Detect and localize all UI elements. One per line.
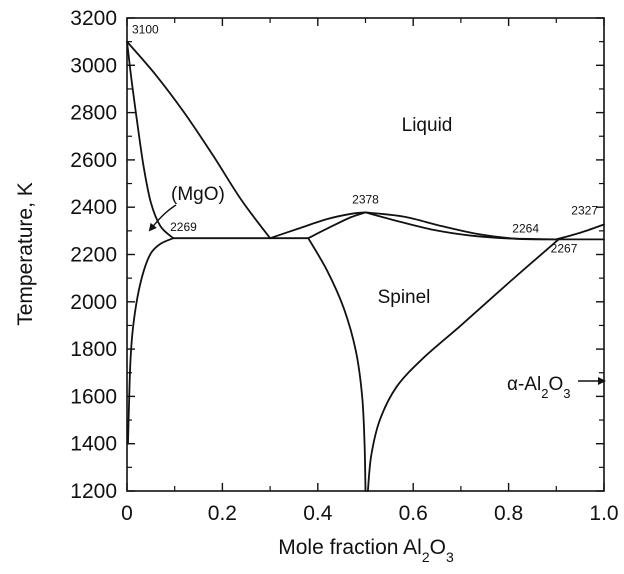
point-label-mgo_melt: 3100 — [132, 23, 159, 37]
curve-solidus-spinel-left — [307, 211, 367, 240]
y-axis-title: Temperature, K — [14, 182, 37, 326]
alumina-label-suffix: O — [548, 374, 563, 395]
y-tick-label: 3200 — [70, 7, 117, 30]
curve-solvus-spinel-left — [307, 237, 367, 492]
x-tick-label: 0.6 — [399, 502, 428, 525]
x-title-sub2: 3 — [446, 549, 454, 565]
y-tick-label: 2200 — [70, 244, 117, 267]
axis-ticks: 0 0.2 0.4 0.6 0.8 1.0 1200 1400 1600 1800 2000 2200… — [70, 7, 618, 525]
point-label-al2o3_melt: 2327 — [571, 203, 598, 217]
alumina-label-sub: 2 — [541, 386, 548, 401]
curve-solvus-mgo — [127, 237, 175, 445]
y-tick-label: 1800 — [70, 338, 117, 361]
y-tick-label: 2000 — [70, 291, 117, 314]
annotation-arrows — [148, 204, 606, 385]
region-label-alumina: α-Al2O3 — [507, 374, 570, 401]
point-label-eutectic_al: 2264 — [512, 221, 539, 235]
y-tick-label: 1600 — [70, 385, 117, 408]
curve-liquidus-al2o3 — [555, 223, 605, 241]
curve-liquidus-mgo — [126, 40, 271, 240]
point-label-al_solvus_top: 2267 — [551, 242, 578, 256]
point-labels: 3100 2269 2378 2264 2327 2267 — [132, 23, 598, 256]
curve-solidus-mgo — [126, 40, 175, 240]
alumina-label-prefix: α-Al — [507, 374, 541, 395]
alumina-label-sub2: 3 — [563, 386, 570, 401]
x-tick-label: 0 — [121, 502, 133, 525]
point-label-spinel_melt: 2378 — [352, 192, 379, 206]
y-tick-label: 2800 — [70, 102, 117, 125]
region-label-spinel: Spinel — [378, 287, 431, 308]
y-tick-label: 2400 — [70, 196, 117, 219]
plot-frame — [126, 17, 605, 492]
x-tick-label: 1.0 — [589, 502, 618, 525]
plot-border — [126, 17, 605, 492]
x-tick-label: 0.8 — [494, 502, 523, 525]
x-tick-label: 0.2 — [208, 502, 237, 525]
x-tick-label: 0.4 — [303, 502, 333, 525]
x-axis-title: Mole fraction Al2O3 — [278, 536, 454, 565]
x-title-prefix: Mole fraction Al — [278, 536, 422, 559]
region-label-liquid: Liquid — [402, 115, 453, 136]
x-title-suffix: O — [430, 536, 446, 559]
x-title-sub: 2 — [422, 549, 430, 565]
curve-liquidus-spinel-left — [269, 211, 367, 240]
region-label-mgo: (MgO) — [171, 184, 225, 205]
phase-boundaries — [126, 40, 605, 492]
curve-solidus-spinel-right — [364, 211, 560, 241]
mgo-arrow — [148, 204, 177, 232]
y-tick-label: 1200 — [70, 480, 117, 503]
point-label-eutectic_mgo: 2269 — [170, 220, 197, 234]
y-tick-label: 3000 — [70, 54, 117, 77]
y-tick-label: 2600 — [70, 149, 117, 172]
curve-solvus-spinel-right — [366, 238, 560, 492]
y-tick-label: 1400 — [70, 433, 117, 456]
